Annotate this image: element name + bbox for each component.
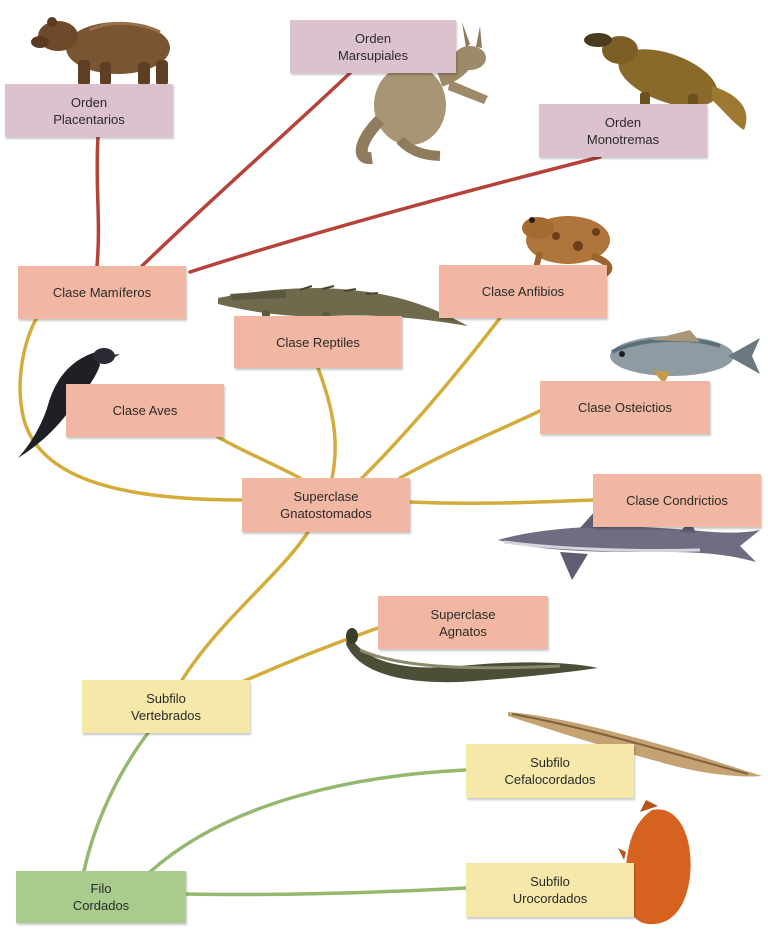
- link-gnatostomados-osteictios: [398, 408, 544, 480]
- node-superclase-gnatostomados: Superclase Gnatostomados: [242, 478, 410, 532]
- node-label-line2: Placentarios: [53, 111, 125, 127]
- bony-fish-icon: [610, 330, 760, 384]
- node-label-line1: Subfilo: [146, 690, 186, 706]
- node-subfilo-vertebrados: Subfilo Vertebrados: [82, 680, 250, 733]
- node-orden-marsupiales: Orden Marsupiales: [290, 20, 456, 73]
- node-label-line1: Orden: [354, 30, 392, 46]
- link-cordados-urocordados: [184, 886, 468, 897]
- link-cordados-vertebrados: [82, 731, 150, 873]
- node-label-line1: Orden: [70, 94, 108, 110]
- node-label-line2: Marsupiales: [337, 47, 409, 63]
- link-cordados-cefalocordados: [148, 768, 468, 874]
- lancelet-icon: [508, 712, 762, 777]
- node-label-line2: Monotremas: [586, 131, 660, 147]
- node-label-line2: Gnatostomados: [280, 506, 372, 521]
- node-label-line2: Vertebrados: [130, 707, 202, 723]
- node-label-line1: Orden: [604, 114, 642, 130]
- node-label-line1: Subfilo: [530, 755, 570, 770]
- node-filo-cordados: Filo Cordados: [16, 871, 186, 923]
- link-mamiferos-placentarios: [95, 135, 101, 268]
- node-label-line1: Filo: [90, 881, 112, 896]
- link-vertebrados-gnatostomados: [180, 530, 310, 682]
- node-subfilo-urocordados: Subfilo Urocordados: [466, 863, 634, 917]
- node-label-line2: Cordados: [72, 898, 130, 913]
- link-gnatostomados-reptiles: [316, 366, 337, 480]
- node-label-line2: Cefalocordados: [504, 772, 596, 787]
- link-vertebrados-agnatos: [238, 626, 380, 685]
- node-subfilo-cefalocordados: Subfilo Cefalocordados: [466, 744, 634, 798]
- node-clase-mamiferos: Clase Mamíferos: [18, 266, 186, 319]
- node-label-line1: Superclase: [293, 489, 359, 504]
- node-label-line2: Urocordados: [512, 891, 588, 906]
- node-clase-osteictios: Clase Osteictios: [540, 381, 710, 434]
- node-label: Clase Condrictios: [626, 493, 728, 508]
- link-gnatostomados-aves: [216, 435, 302, 480]
- node-label-line1: Superclase: [430, 606, 496, 622]
- link-mamiferos-monotremas: [188, 155, 602, 274]
- node-label: Clase Anfibios: [481, 284, 565, 299]
- node-orden-monotremas: Orden Monotremas: [539, 104, 707, 157]
- link-gnatostomados-mamiferos: [18, 317, 244, 502]
- node-label-line1: Subfilo: [530, 874, 570, 889]
- node-superclase-agnatos: Superclase Agnatos: [378, 596, 548, 649]
- bear-icon: [31, 17, 170, 86]
- sea-squirt-icon: [618, 800, 691, 925]
- node-orden-placentarios: Orden Placentarios: [5, 84, 173, 137]
- node-label: Clase Osteictios: [578, 400, 672, 415]
- link-gnatostomados-anfibios: [360, 316, 502, 480]
- node-label: Clase Mamíferos: [52, 285, 152, 300]
- node-label: Clase Reptiles: [276, 334, 360, 350]
- node-clase-anfibios: Clase Anfibios: [439, 265, 607, 318]
- node-clase-reptiles: Clase Reptiles: [234, 316, 402, 368]
- lamprey-icon: [346, 628, 598, 683]
- link-mamiferos-marsupiales: [140, 71, 352, 268]
- node-clase-aves: Clase Aves: [66, 384, 224, 437]
- kangaroo-icon: [355, 22, 488, 165]
- link-gnatostomados-condrictios: [408, 498, 595, 506]
- node-clase-condrictios: Clase Condrictios: [593, 474, 761, 527]
- node-label: Clase Aves: [112, 403, 178, 418]
- node-label-line2: Agnatos: [439, 623, 487, 639]
